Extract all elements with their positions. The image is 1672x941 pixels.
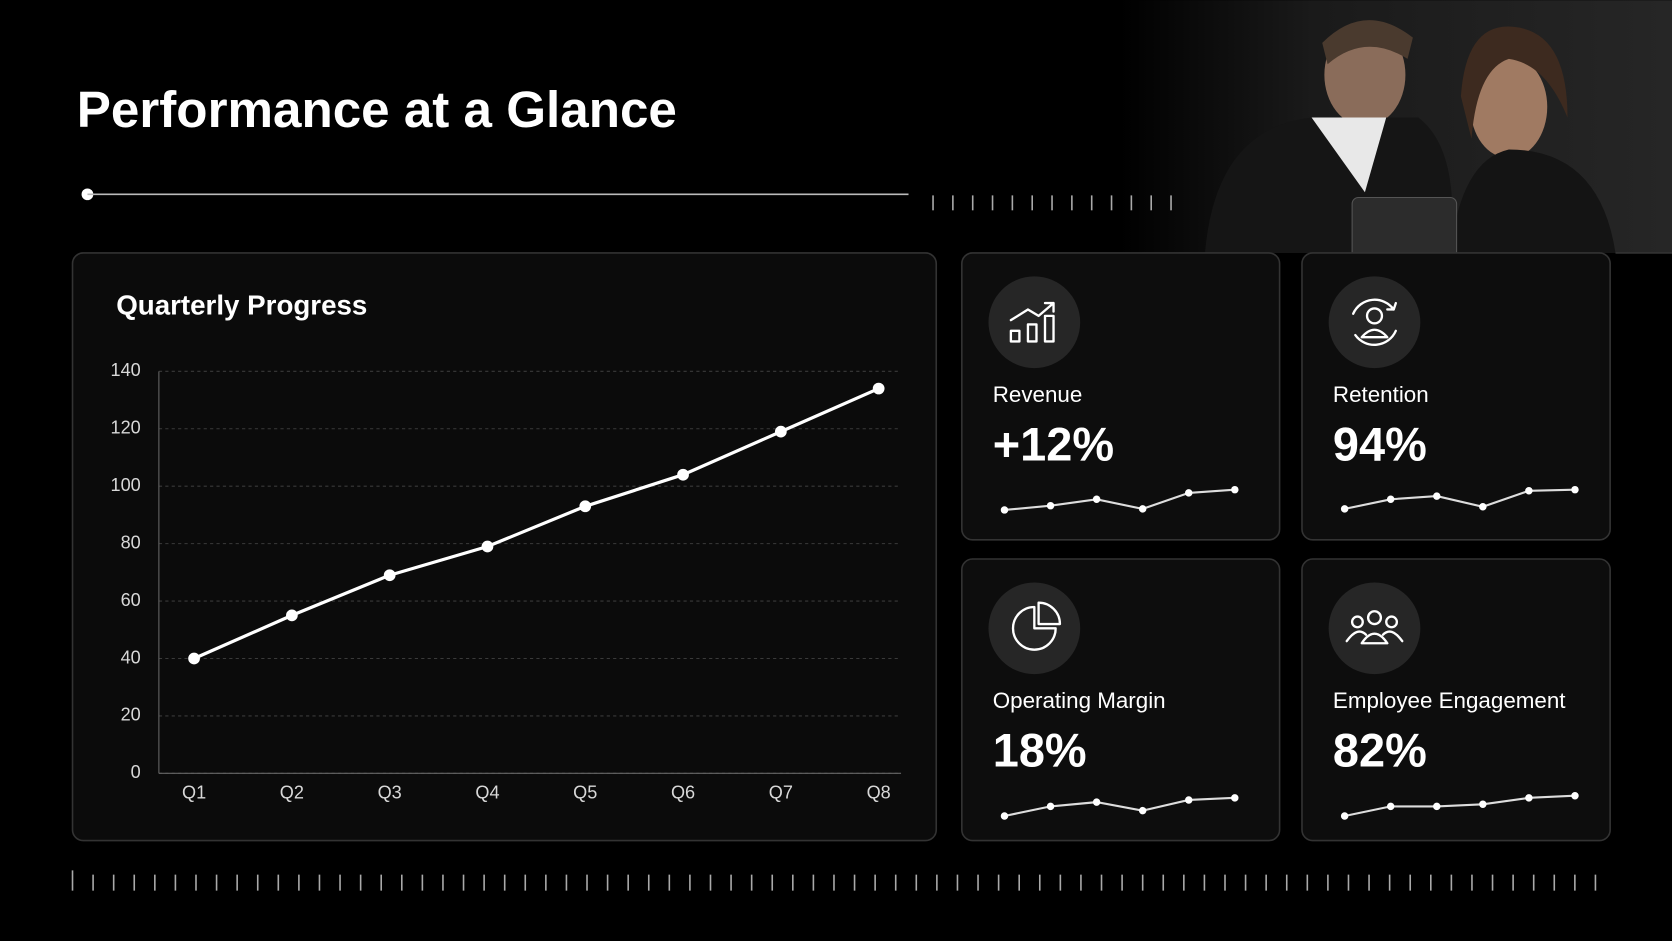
data-point: [774, 425, 787, 438]
sparkline-point: [1571, 485, 1579, 494]
x-tick-label: Q1: [182, 782, 206, 802]
kpi-cards: Revenue +12% Retention 94% Operating Margin 1…: [961, 252, 1611, 842]
x-tick-label: Q3: [378, 782, 402, 802]
data-point: [872, 382, 885, 395]
sparkline-point: [1138, 806, 1147, 815]
icon: [1345, 610, 1404, 645]
y-tick-label: 0: [131, 762, 141, 782]
data-point: [481, 540, 494, 553]
card-value: 94%: [1333, 418, 1427, 470]
sparkline-point: [1479, 503, 1487, 511]
y-tick-label: 80: [121, 532, 141, 552]
sparkline-point: [1000, 506, 1009, 514]
sparkline-point: [1433, 492, 1441, 500]
card-label: Employee Engagement: [1333, 688, 1566, 713]
card-value: 82%: [1333, 725, 1427, 777]
sparkline-point: [1525, 794, 1533, 802]
card-label: Retention: [1333, 382, 1429, 407]
sparkline: [1344, 794, 1576, 818]
kpi-card: Employee Engagement 82%: [1301, 558, 1611, 842]
sparkline-point: [1092, 495, 1101, 504]
decor-ticks: [932, 195, 1172, 211]
data-point: [188, 652, 200, 665]
kpi-card: Operating Margin 18%: [961, 558, 1281, 842]
icon-bg: [1328, 582, 1421, 675]
sparkline-point: [1571, 791, 1579, 800]
x-tick-label: Q6: [671, 782, 695, 802]
data-point: [383, 569, 396, 582]
data-point: [286, 609, 298, 622]
y-tick-label: 120: [111, 418, 141, 438]
decor-ticks: [71, 870, 1597, 891]
y-tick-label: 40: [121, 647, 141, 667]
sparkline-point: [1386, 802, 1395, 811]
sparkline-point: [1231, 794, 1239, 802]
x-tick-label: Q8: [867, 782, 891, 802]
data-line: [193, 387, 880, 660]
sparkline-point: [1046, 501, 1055, 510]
sparkline-point: [1340, 812, 1349, 820]
page-title: Performance at a Glance: [77, 81, 677, 138]
sparkline-point: [1231, 485, 1239, 494]
icon: [1351, 298, 1397, 346]
sparkline-point: [1525, 487, 1533, 495]
card-label: Operating Margin: [993, 688, 1166, 713]
icon-bg: [988, 276, 1081, 369]
kpi-card: Revenue +12%: [961, 252, 1281, 541]
sparkline-point: [1046, 802, 1055, 811]
data-point: [677, 468, 689, 481]
y-tick-label: 100: [111, 475, 141, 495]
kpi-card: Retention 94%: [1301, 252, 1611, 541]
card-value: 18%: [993, 725, 1087, 777]
sparkline: [1004, 488, 1235, 512]
sparkline-point: [1000, 812, 1009, 820]
sparkline: [1344, 488, 1575, 510]
sparkline-point: [1479, 800, 1487, 808]
x-tick-label: Q5: [573, 782, 597, 802]
sparkline-point: [1185, 796, 1193, 804]
card-label: Revenue: [993, 382, 1083, 407]
sparkline-point: [1138, 505, 1147, 513]
card-value: +12%: [993, 418, 1114, 470]
x-tick-label: Q7: [769, 782, 793, 802]
y-tick-label: 140: [111, 360, 141, 380]
y-tick-label: 60: [121, 590, 141, 610]
sparkline-point: [1092, 798, 1101, 806]
sparkline-point: [1340, 505, 1349, 513]
data-point: [579, 500, 592, 513]
y-tick-label: 20: [121, 705, 141, 725]
photo: [1119, 0, 1672, 263]
x-tick-label: Q4: [475, 782, 499, 802]
x-tick-label: Q2: [280, 782, 304, 802]
line-chart: 0 20 40 60 80 100 120 140 Q1 Q2 Q3 Q4 Q5 Q6 Q7 Q8: [111, 360, 902, 802]
chart-panel: [71, 252, 938, 842]
sparkline-point: [1185, 489, 1193, 497]
icon: [1009, 301, 1055, 343]
sparkline-point: [1386, 495, 1395, 504]
icon: [1011, 601, 1062, 651]
chart-title: Quarterly Progress: [116, 290, 367, 321]
sparkline: [1004, 796, 1235, 818]
sparkline-point: [1433, 802, 1441, 811]
